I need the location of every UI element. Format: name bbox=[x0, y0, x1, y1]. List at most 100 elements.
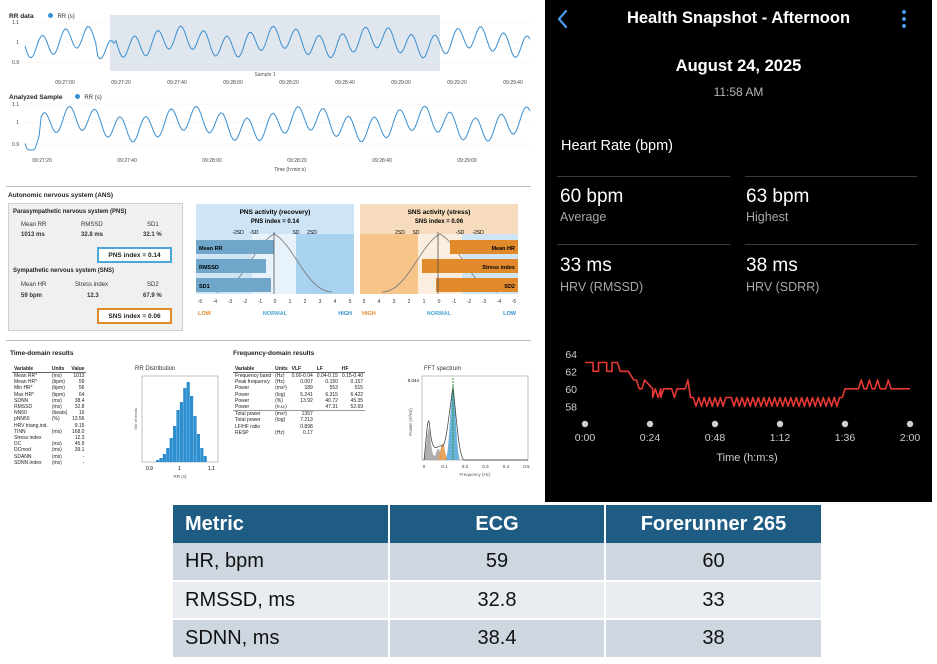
hr-x-label: Time (h:m:s) bbox=[716, 452, 777, 464]
fd-cell: 0.150 bbox=[325, 379, 338, 386]
fd-cell: Power bbox=[235, 404, 250, 411]
hr-x-tick-dot bbox=[906, 420, 914, 428]
sns-bar-label: Stress index bbox=[482, 265, 516, 271]
legend-dot bbox=[74, 94, 80, 99]
hr-x-tick-label: 1:36 bbox=[835, 432, 856, 444]
x-tick-label: 0 bbox=[438, 299, 441, 305]
ecg-cell: 32.8 bbox=[389, 580, 606, 619]
histogram-bar bbox=[203, 456, 207, 462]
fd-cell: 45.35 bbox=[350, 397, 364, 404]
histogram-bar bbox=[196, 434, 200, 462]
fd-cell: 6.315 bbox=[325, 391, 338, 398]
td-cell: 1013 bbox=[73, 373, 85, 379]
pns-h0: Mean RR bbox=[21, 222, 47, 228]
td-cell: - bbox=[82, 453, 85, 460]
x-tick-label: -1 bbox=[258, 299, 263, 305]
sns-sd-label: SD bbox=[413, 230, 420, 236]
td-cell: (ms) bbox=[51, 459, 62, 466]
more-options-icon[interactable] bbox=[900, 9, 908, 29]
fd-total-cell: 0.17 bbox=[303, 429, 313, 436]
sns-h0: Mean HR bbox=[21, 282, 47, 288]
x-tick-label: 09:27:00 bbox=[55, 80, 75, 86]
td-cell: (bpm) bbox=[51, 391, 65, 398]
x-tick-label: -3 bbox=[228, 299, 233, 305]
legend-dot bbox=[48, 13, 54, 18]
heart-rate-chart: 64 62 60 58 0:00 0:24 0:48 1:12 1:36 2:00 Time (… bbox=[565, 349, 921, 464]
td-cell: 13.56 bbox=[71, 416, 85, 423]
pns-h2: SD1 bbox=[147, 222, 159, 228]
hr-x-tick-label: 2:00 bbox=[900, 432, 921, 444]
fft-title: FFT spectrum bbox=[424, 366, 462, 372]
hr-y-tick-label: 58 bbox=[565, 401, 577, 413]
rr-dist-x-tick: 1 bbox=[178, 466, 181, 472]
histogram-bar bbox=[190, 396, 194, 462]
hr-x-tick-dot bbox=[581, 420, 589, 428]
fd-header: Variable bbox=[233, 366, 274, 373]
fd-total-cell: RESP bbox=[235, 429, 249, 436]
y-tick-label: 1 bbox=[16, 120, 19, 126]
x-tick-label: 09:29:40 bbox=[503, 80, 523, 86]
sns-v2: 67.9 % bbox=[143, 293, 162, 299]
sample-highlight bbox=[110, 15, 440, 71]
td-cell: Max HR* bbox=[14, 391, 35, 398]
fd-total-cell: LF/HF ratio bbox=[235, 423, 261, 430]
table-row: RMSSD, ms 32.8 33 bbox=[173, 580, 821, 619]
rr-dist-x-label: RR (s) bbox=[174, 474, 187, 479]
td-cell: (ms) bbox=[51, 404, 62, 411]
fd-cell: (log) bbox=[275, 391, 286, 398]
x-tick-label: 09:27:40 bbox=[167, 80, 187, 86]
td-cell: 16 bbox=[78, 410, 85, 417]
td-cell: (ms) bbox=[51, 447, 62, 454]
td-cell: 168.0 bbox=[71, 428, 85, 435]
divider bbox=[745, 176, 917, 177]
fd-cell: Power bbox=[235, 385, 250, 392]
sample-label: Sample 1 bbox=[254, 72, 275, 78]
back-arrow-icon[interactable] bbox=[556, 9, 570, 29]
fd-cell: 0.00-0.04 bbox=[291, 373, 313, 379]
fft-spectrum-chart: 0.044 Power (s²/Hz) 0 0.1 0.2 0.3 0.4 0.5 Fre… bbox=[408, 375, 530, 477]
hr-x-tick-label: 0:00 bbox=[575, 432, 596, 444]
td-cell: 64 bbox=[78, 391, 85, 398]
pns-v0: 1013 ms bbox=[21, 232, 45, 238]
x-tick-label: 09:28:00 bbox=[223, 80, 243, 86]
sns-sd-label: -2SD bbox=[472, 230, 484, 236]
histogram-bar bbox=[193, 416, 197, 462]
pns-v1: 32.8 ms bbox=[81, 232, 104, 238]
pns-bar-label: Mean RR bbox=[199, 246, 223, 252]
hrv-rmssd-value: 33 ms bbox=[560, 255, 612, 276]
x-tick-label: 3 bbox=[393, 299, 396, 305]
table-row: DC (ms) 45.9 bbox=[12, 441, 86, 447]
col-header-forerunner: Forerunner 265 bbox=[605, 505, 821, 543]
x-tick-label: -3 bbox=[482, 299, 487, 305]
td-cell: 32.8 bbox=[74, 404, 85, 411]
histogram-bar bbox=[169, 438, 173, 462]
highest-hr-value: 63 bpm bbox=[746, 186, 810, 207]
table-row: NN50 (beats) 16 bbox=[12, 410, 86, 416]
pns-low-label: LOW bbox=[198, 311, 212, 317]
analyzed-sample-chart: 1.1 1 0.9 09:27:20 09:27:40 09:28:00 09:28:20… bbox=[12, 102, 531, 173]
hr-y-tick-label: 64 bbox=[565, 349, 577, 361]
col-header-ecg: ECG bbox=[389, 505, 606, 543]
table-row: HRV triang.ind. 9.15 bbox=[12, 423, 86, 429]
divider bbox=[557, 244, 730, 245]
pns-sd-label: -SD bbox=[250, 230, 259, 236]
sns-sd-label: -SD bbox=[456, 230, 465, 236]
td-cell: (bpm) bbox=[51, 385, 65, 392]
fd-cell: 0.04-0.15 bbox=[316, 373, 338, 379]
td-cell: 45.9 bbox=[74, 441, 85, 448]
y-tick-label: 1.1 bbox=[12, 20, 19, 26]
table-row: LF/HF ratio 0.898 bbox=[233, 424, 365, 430]
x-tick-label: 09:27:20 bbox=[111, 80, 131, 86]
fd-cell: 553 bbox=[329, 385, 338, 392]
fd-empty-cell bbox=[339, 410, 366, 418]
x-tick-label: 09:28:00 bbox=[202, 158, 222, 164]
x-tick-label: 09:28:20 bbox=[279, 80, 299, 86]
fd-header: LF bbox=[314, 366, 340, 373]
rr-panel-header: RR data RR (s) bbox=[9, 5, 75, 23]
fd-cell: 515 bbox=[354, 385, 364, 392]
metric-cell: SDNN, ms bbox=[173, 618, 390, 657]
rr-dist-x-tick: 0.9 bbox=[146, 466, 153, 472]
fd-cell: (%) bbox=[275, 397, 283, 404]
sns-sd-label: 2SD bbox=[395, 230, 405, 236]
freq-domain-title: Frequency-domain results bbox=[233, 350, 315, 357]
